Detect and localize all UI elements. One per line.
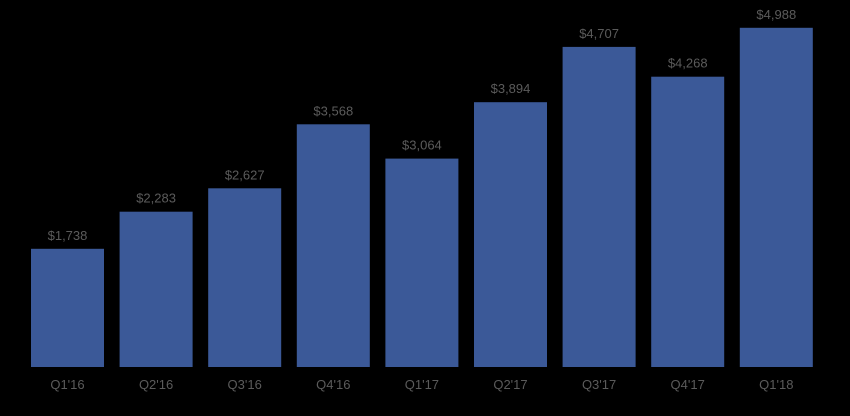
x-tick-labels-group: Q1'16 Q2'16 Q3'16 Q4'16 Q1'17 Q2'17 Q3'17 Q4'17… (50, 377, 793, 392)
bar-8 (651, 76, 725, 367)
bar-3 (208, 188, 282, 367)
x-tick-label-5: Q1'17 (405, 377, 439, 392)
bars-group (31, 27, 813, 368)
x-tick-label-6: Q2'17 (493, 377, 527, 392)
bar-value-label-3: $2,627 (225, 167, 265, 182)
bar-9 (739, 27, 813, 368)
bar-value-label-2: $2,283 (136, 191, 176, 206)
x-tick-label-3: Q3'16 (228, 377, 262, 392)
x-tick-label-8: Q4'17 (671, 377, 705, 392)
bar-value-label-5: $3,064 (402, 138, 442, 153)
bar-value-label-9: $4,988 (756, 7, 796, 22)
bar-6 (474, 102, 547, 367)
bar-value-label-4: $3,568 (313, 103, 353, 118)
x-tick-label-2: Q2'16 (139, 377, 173, 392)
x-tick-label-1: Q1'16 (50, 377, 84, 392)
bar-7 (562, 46, 636, 368)
bar-value-label-6: $3,894 (491, 81, 531, 96)
x-tick-label-9: Q1'18 (759, 377, 793, 392)
bar-value-label-7: $4,707 (579, 26, 619, 41)
bar-value-label-1: $1,738 (48, 228, 88, 243)
bar-1 (31, 248, 104, 367)
bar-value-label-8: $4,268 (668, 56, 708, 71)
bar-5 (385, 158, 459, 367)
bar-4 (296, 124, 370, 367)
bar-2 (119, 211, 193, 367)
x-tick-label-7: Q3'17 (582, 377, 616, 392)
value-labels-group: $1,738 $2,283 $2,627 $3,568 $3,064 $3,894 $4,7… (48, 7, 797, 243)
x-tick-label-4: Q4'16 (316, 377, 350, 392)
